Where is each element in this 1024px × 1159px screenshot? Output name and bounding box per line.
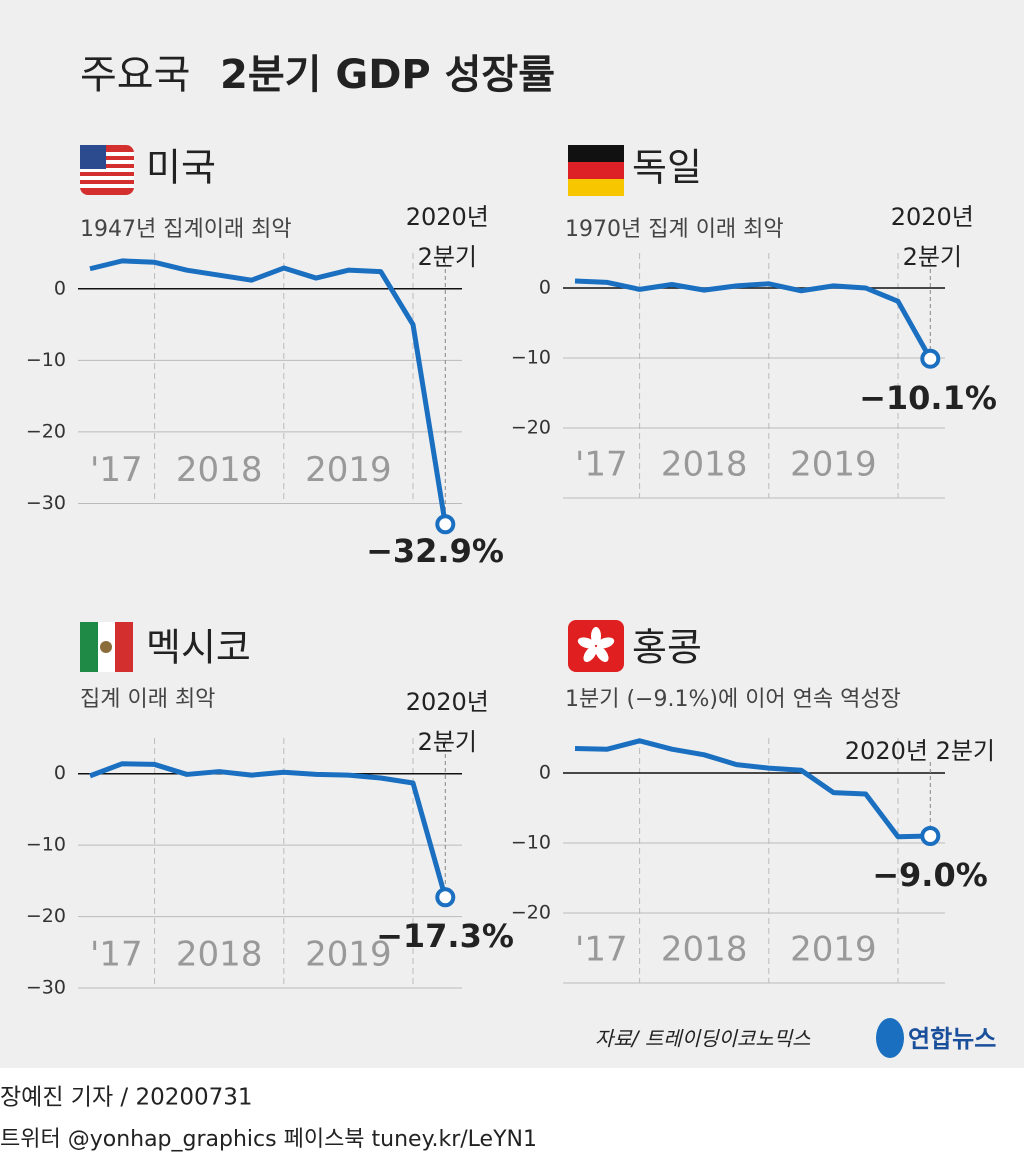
data-line xyxy=(89,761,448,898)
year-label: '17 xyxy=(575,445,628,485)
annotation: 2020년 xyxy=(406,203,489,231)
annotation: 2020년 xyxy=(406,688,489,716)
y-tick-label: −10 xyxy=(511,832,551,854)
value-label: −9.0% xyxy=(872,856,988,894)
y-tick-label: −20 xyxy=(26,905,66,927)
flag-de xyxy=(568,145,624,196)
year-label: '17 xyxy=(90,935,143,975)
value-label: −10.1% xyxy=(859,379,997,417)
end-point xyxy=(435,887,456,908)
chart-subtitle: 1947년 집계이래 최악 xyxy=(80,217,292,242)
footer-background xyxy=(0,1068,1024,1159)
year-label: 2019 xyxy=(790,930,877,970)
flag-us xyxy=(80,145,134,195)
y-tick-label: 0 xyxy=(539,762,551,784)
flag-mx xyxy=(80,622,133,672)
y-tick-label: −30 xyxy=(26,492,66,514)
background xyxy=(0,0,1024,1068)
title: 2분기 GDP 성장률 xyxy=(220,52,555,98)
chart-title: 멕시코 xyxy=(146,626,251,670)
annotation: 2분기 xyxy=(903,243,962,271)
year-label: '17 xyxy=(575,930,628,970)
flag-hk xyxy=(568,620,624,672)
y-tick-label: −10 xyxy=(26,834,66,856)
year-label: 2019 xyxy=(305,935,392,975)
chart-title: 홍콩 xyxy=(632,626,702,670)
annotation: 2분기 xyxy=(418,728,477,756)
y-tick-label: −20 xyxy=(511,902,551,924)
year-label: 2019 xyxy=(790,445,877,485)
value-label: −32.9% xyxy=(366,532,504,570)
year-label: '17 xyxy=(90,450,143,490)
y-tick-label: −30 xyxy=(26,977,66,999)
year-label: 2018 xyxy=(661,445,748,485)
y-tick-label: 0 xyxy=(54,762,66,784)
value-label: −17.3% xyxy=(376,917,514,955)
data-line xyxy=(89,258,448,525)
chart-title: 미국 xyxy=(146,146,216,190)
y-tick-label: −20 xyxy=(26,420,66,442)
year-label: 2018 xyxy=(661,930,748,970)
annotation: 2020년 2분기 xyxy=(845,737,995,765)
chart-subtitle: 1970년 집계 이래 최악 xyxy=(565,217,784,242)
social: 트위터 @yonhap_graphics 페이스북 tuney.kr/LeYN1 xyxy=(0,1127,537,1152)
year-label: 2019 xyxy=(305,450,392,490)
data-line xyxy=(574,278,933,360)
y-tick-label: −10 xyxy=(511,347,551,369)
annotation: 2020년 xyxy=(891,203,974,231)
end-point xyxy=(920,348,941,369)
data-line xyxy=(574,738,931,840)
y-tick-label: 0 xyxy=(539,277,551,299)
chart-title: 독일 xyxy=(632,146,702,190)
byline: 장예진 기자 / 20200731 xyxy=(0,1085,253,1111)
y-tick-label: −10 xyxy=(26,349,66,371)
chart-subtitle: 집계 이래 최악 xyxy=(80,687,215,712)
end-point xyxy=(435,514,456,535)
chart-subtitle: 1분기 (−9.1%)에 이어 연속 역성장 xyxy=(565,687,901,712)
year-label: 2018 xyxy=(176,450,263,490)
title-lead: 주요국 xyxy=(80,52,190,98)
logo-text: 연합뉴스 xyxy=(908,1025,996,1053)
end-point xyxy=(920,826,941,846)
year-label: 2018 xyxy=(176,935,263,975)
logo: 연합뉴스 xyxy=(876,1018,996,1058)
source: 자료/ 트레이딩이코노믹스 xyxy=(595,1027,811,1051)
y-tick-label: −20 xyxy=(511,417,551,439)
y-tick-label: 0 xyxy=(54,277,66,299)
annotation: 2분기 xyxy=(418,243,477,271)
